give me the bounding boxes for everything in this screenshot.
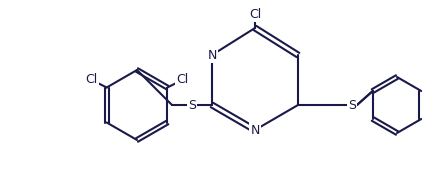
- Text: Cl: Cl: [86, 73, 98, 86]
- Text: S: S: [348, 99, 356, 112]
- Text: N: N: [250, 123, 260, 136]
- Text: Cl: Cl: [176, 73, 189, 86]
- Text: S: S: [188, 99, 196, 112]
- Text: Cl: Cl: [249, 7, 261, 21]
- Text: N: N: [207, 48, 216, 62]
